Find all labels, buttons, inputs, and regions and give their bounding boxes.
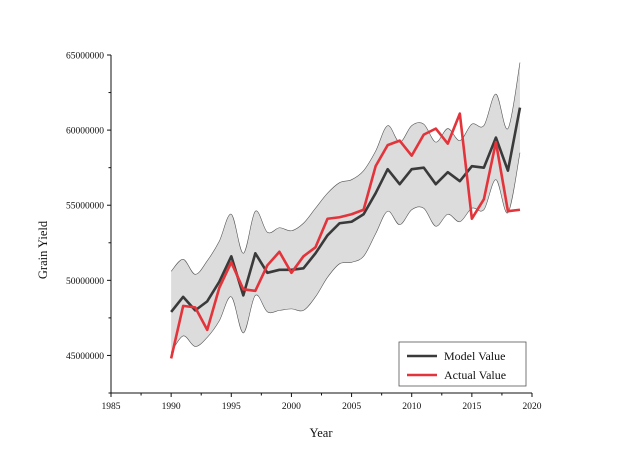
confidence-band-layer — [170, 62, 521, 353]
x-tick-label: 2015 — [462, 402, 481, 412]
y-axis-title: Grain Yield — [36, 220, 50, 279]
series-line-actual-value — [169, 112, 521, 359]
y-tick-label: 45000000 — [66, 352, 104, 362]
series-line-model-value — [170, 107, 522, 313]
legend-box — [398, 341, 527, 387]
y-tick-label: 65000000 — [66, 52, 104, 62]
confidence-band — [171, 62, 520, 353]
axes: 1985 1990 1995 2000 2005 2010 2015 2020 45000000… — [66, 52, 542, 413]
x-axis-title: Year — [309, 426, 333, 440]
x-tick-label: 1990 — [162, 402, 181, 412]
legend-label-actual-value: Actual Value — [444, 368, 506, 382]
y-tick-label: 50000000 — [66, 277, 104, 287]
y-tick-label: 60000000 — [66, 127, 104, 137]
series-lines — [169, 107, 522, 359]
x-tick-label: 2020 — [523, 402, 542, 412]
x-tick-label: 1985 — [102, 402, 121, 412]
x-tick-label: 1995 — [222, 402, 241, 412]
x-tick-label: 2000 — [282, 402, 301, 412]
x-tick-label: 2010 — [402, 402, 421, 412]
x-tick-label: 2005 — [342, 402, 361, 412]
legend: Model Value Actual Value — [398, 341, 527, 387]
legend-label-model-value: Model Value — [444, 349, 505, 363]
y-tick-label: 55000000 — [66, 202, 104, 212]
band-lower-edge — [170, 152, 521, 353]
